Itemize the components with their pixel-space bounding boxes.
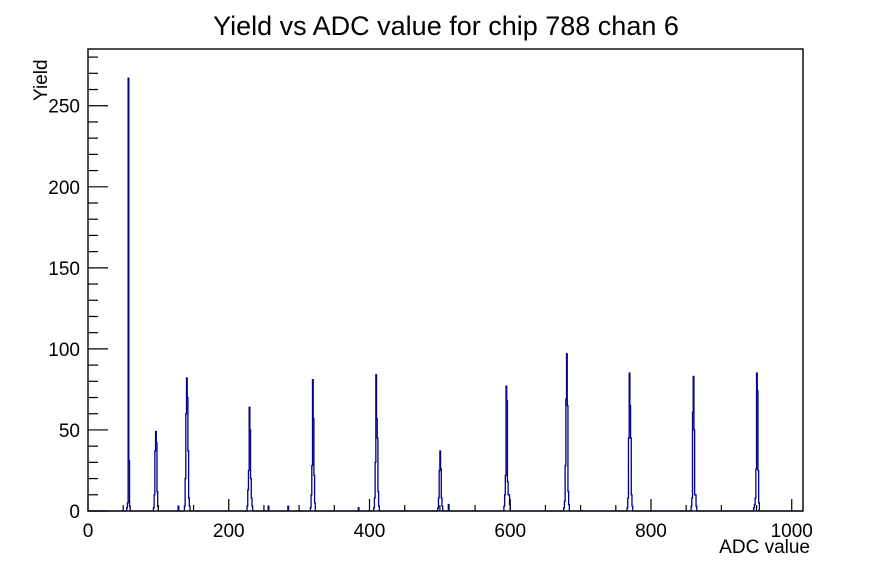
x-tick-label: 600: [494, 521, 526, 542]
y-axis-tick-labels: 0 50 100 150 200 250: [48, 97, 80, 523]
x-axis-tick-labels: 0 200 400 600 800 1000: [83, 521, 813, 542]
x-axis-ticks: [87, 499, 793, 511]
x-tick-label: 800: [635, 521, 667, 542]
x-axis-title: ADC value: [719, 537, 810, 558]
x-tick-label: 0: [83, 521, 94, 542]
y-tick-label: 200: [48, 178, 80, 199]
y-axis-title: Yield: [31, 59, 52, 101]
chart-title: Yield vs ADC value for chip 788 chan 6: [213, 11, 679, 41]
y-tick-label: 100: [48, 340, 80, 361]
y-tick-label: 50: [59, 421, 80, 442]
histogram-series: [88, 77, 803, 512]
y-axis-ticks: [88, 56, 108, 512]
y-tick-label: 150: [48, 259, 80, 280]
x-tick-label: 1000: [771, 521, 813, 542]
histogram-step-line: [88, 77, 803, 512]
x-tick-label: 200: [213, 521, 245, 542]
y-tick-label: 250: [48, 97, 80, 118]
y-tick-label: 0: [69, 502, 80, 523]
plot-frame: [87, 48, 804, 512]
x-tick-label: 400: [354, 521, 386, 542]
